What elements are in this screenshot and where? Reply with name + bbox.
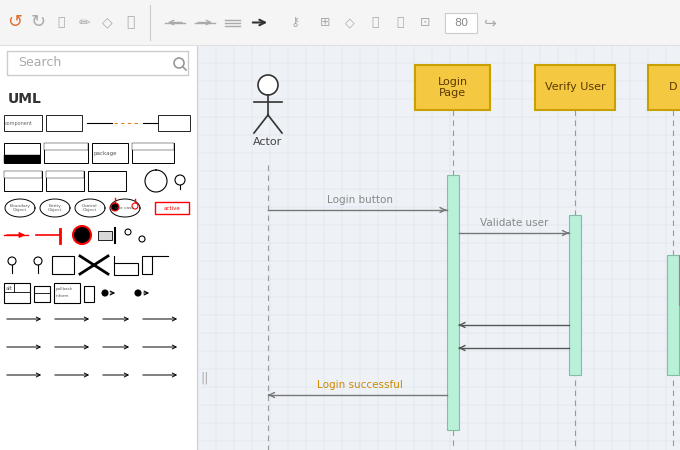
Text: 🔒: 🔒: [371, 16, 379, 29]
Text: ⚷: ⚷: [290, 16, 300, 29]
Bar: [142, 256, 152, 274]
Text: active: active: [164, 206, 180, 211]
Text: Control
Object: Control Object: [82, 204, 98, 212]
Bar: [667, 255, 679, 375]
Bar: [88, 171, 126, 191]
Bar: [84, 286, 94, 302]
Bar: [679, 255, 680, 305]
Text: ↻: ↻: [31, 14, 46, 32]
Bar: [648, 65, 680, 110]
Text: ◇: ◇: [102, 15, 112, 30]
Bar: [132, 143, 174, 150]
Bar: [44, 143, 88, 163]
Bar: [92, 143, 128, 163]
Bar: [7, 51, 188, 75]
Text: ⬜: ⬜: [126, 15, 134, 30]
Circle shape: [73, 226, 91, 244]
Bar: [158, 115, 190, 131]
Circle shape: [132, 203, 138, 209]
Circle shape: [258, 75, 278, 95]
Bar: [4, 283, 30, 303]
Text: 80: 80: [454, 18, 468, 27]
Text: ✏: ✏: [78, 15, 90, 30]
Text: Actor: Actor: [254, 137, 283, 147]
Bar: [415, 65, 490, 110]
Text: ||: ||: [201, 372, 209, 384]
Bar: [155, 202, 189, 214]
Bar: [44, 143, 88, 150]
Text: inform: inform: [56, 294, 69, 298]
Text: ⊞: ⊞: [320, 16, 330, 29]
Bar: [4, 171, 42, 178]
Bar: [569, 215, 581, 375]
Bar: [4, 171, 42, 191]
Circle shape: [102, 290, 108, 296]
Text: Login successful: Login successful: [318, 380, 403, 390]
Bar: [0, 0, 680, 45]
Bar: [0, 45, 197, 450]
Bar: [132, 143, 174, 163]
Text: Search: Search: [18, 57, 61, 69]
Circle shape: [139, 236, 145, 242]
Bar: [54, 283, 80, 303]
Circle shape: [125, 229, 131, 235]
Bar: [98, 231, 112, 240]
Text: Validate user: Validate user: [479, 218, 548, 228]
Bar: [46, 115, 82, 131]
Bar: [4, 143, 40, 163]
Text: Boundary
Object: Boundary Object: [10, 204, 31, 212]
Text: Login
Page: Login Page: [437, 76, 468, 98]
Text: ↺: ↺: [7, 14, 22, 32]
Text: pullback: pullback: [56, 287, 73, 291]
Text: alt: alt: [6, 285, 13, 291]
Bar: [46, 171, 84, 178]
Bar: [46, 171, 84, 191]
Text: package: package: [93, 150, 116, 156]
Bar: [445, 13, 477, 32]
Text: Verify User: Verify User: [545, 82, 605, 93]
Circle shape: [8, 257, 16, 265]
Text: use case: use case: [116, 206, 135, 210]
Text: component: component: [5, 121, 33, 126]
Bar: [34, 286, 50, 302]
Bar: [4, 115, 42, 131]
Text: ⊡: ⊡: [420, 16, 430, 29]
Circle shape: [34, 257, 42, 265]
Bar: [4, 155, 40, 163]
Text: 🔒: 🔒: [396, 16, 404, 29]
Bar: [198, 45, 680, 450]
Text: ⬜: ⬜: [57, 16, 65, 29]
Circle shape: [111, 203, 119, 211]
Bar: [114, 263, 138, 275]
Text: D: D: [668, 82, 677, 93]
Bar: [535, 65, 615, 110]
Text: ↪: ↪: [483, 15, 496, 30]
Text: Entity
Object: Entity Object: [48, 204, 62, 212]
Bar: [447, 175, 458, 430]
Bar: [52, 256, 74, 274]
Text: ◇: ◇: [345, 16, 355, 29]
Circle shape: [135, 290, 141, 296]
Text: UML: UML: [8, 92, 42, 106]
Text: Login button: Login button: [327, 195, 393, 205]
Circle shape: [175, 175, 185, 185]
